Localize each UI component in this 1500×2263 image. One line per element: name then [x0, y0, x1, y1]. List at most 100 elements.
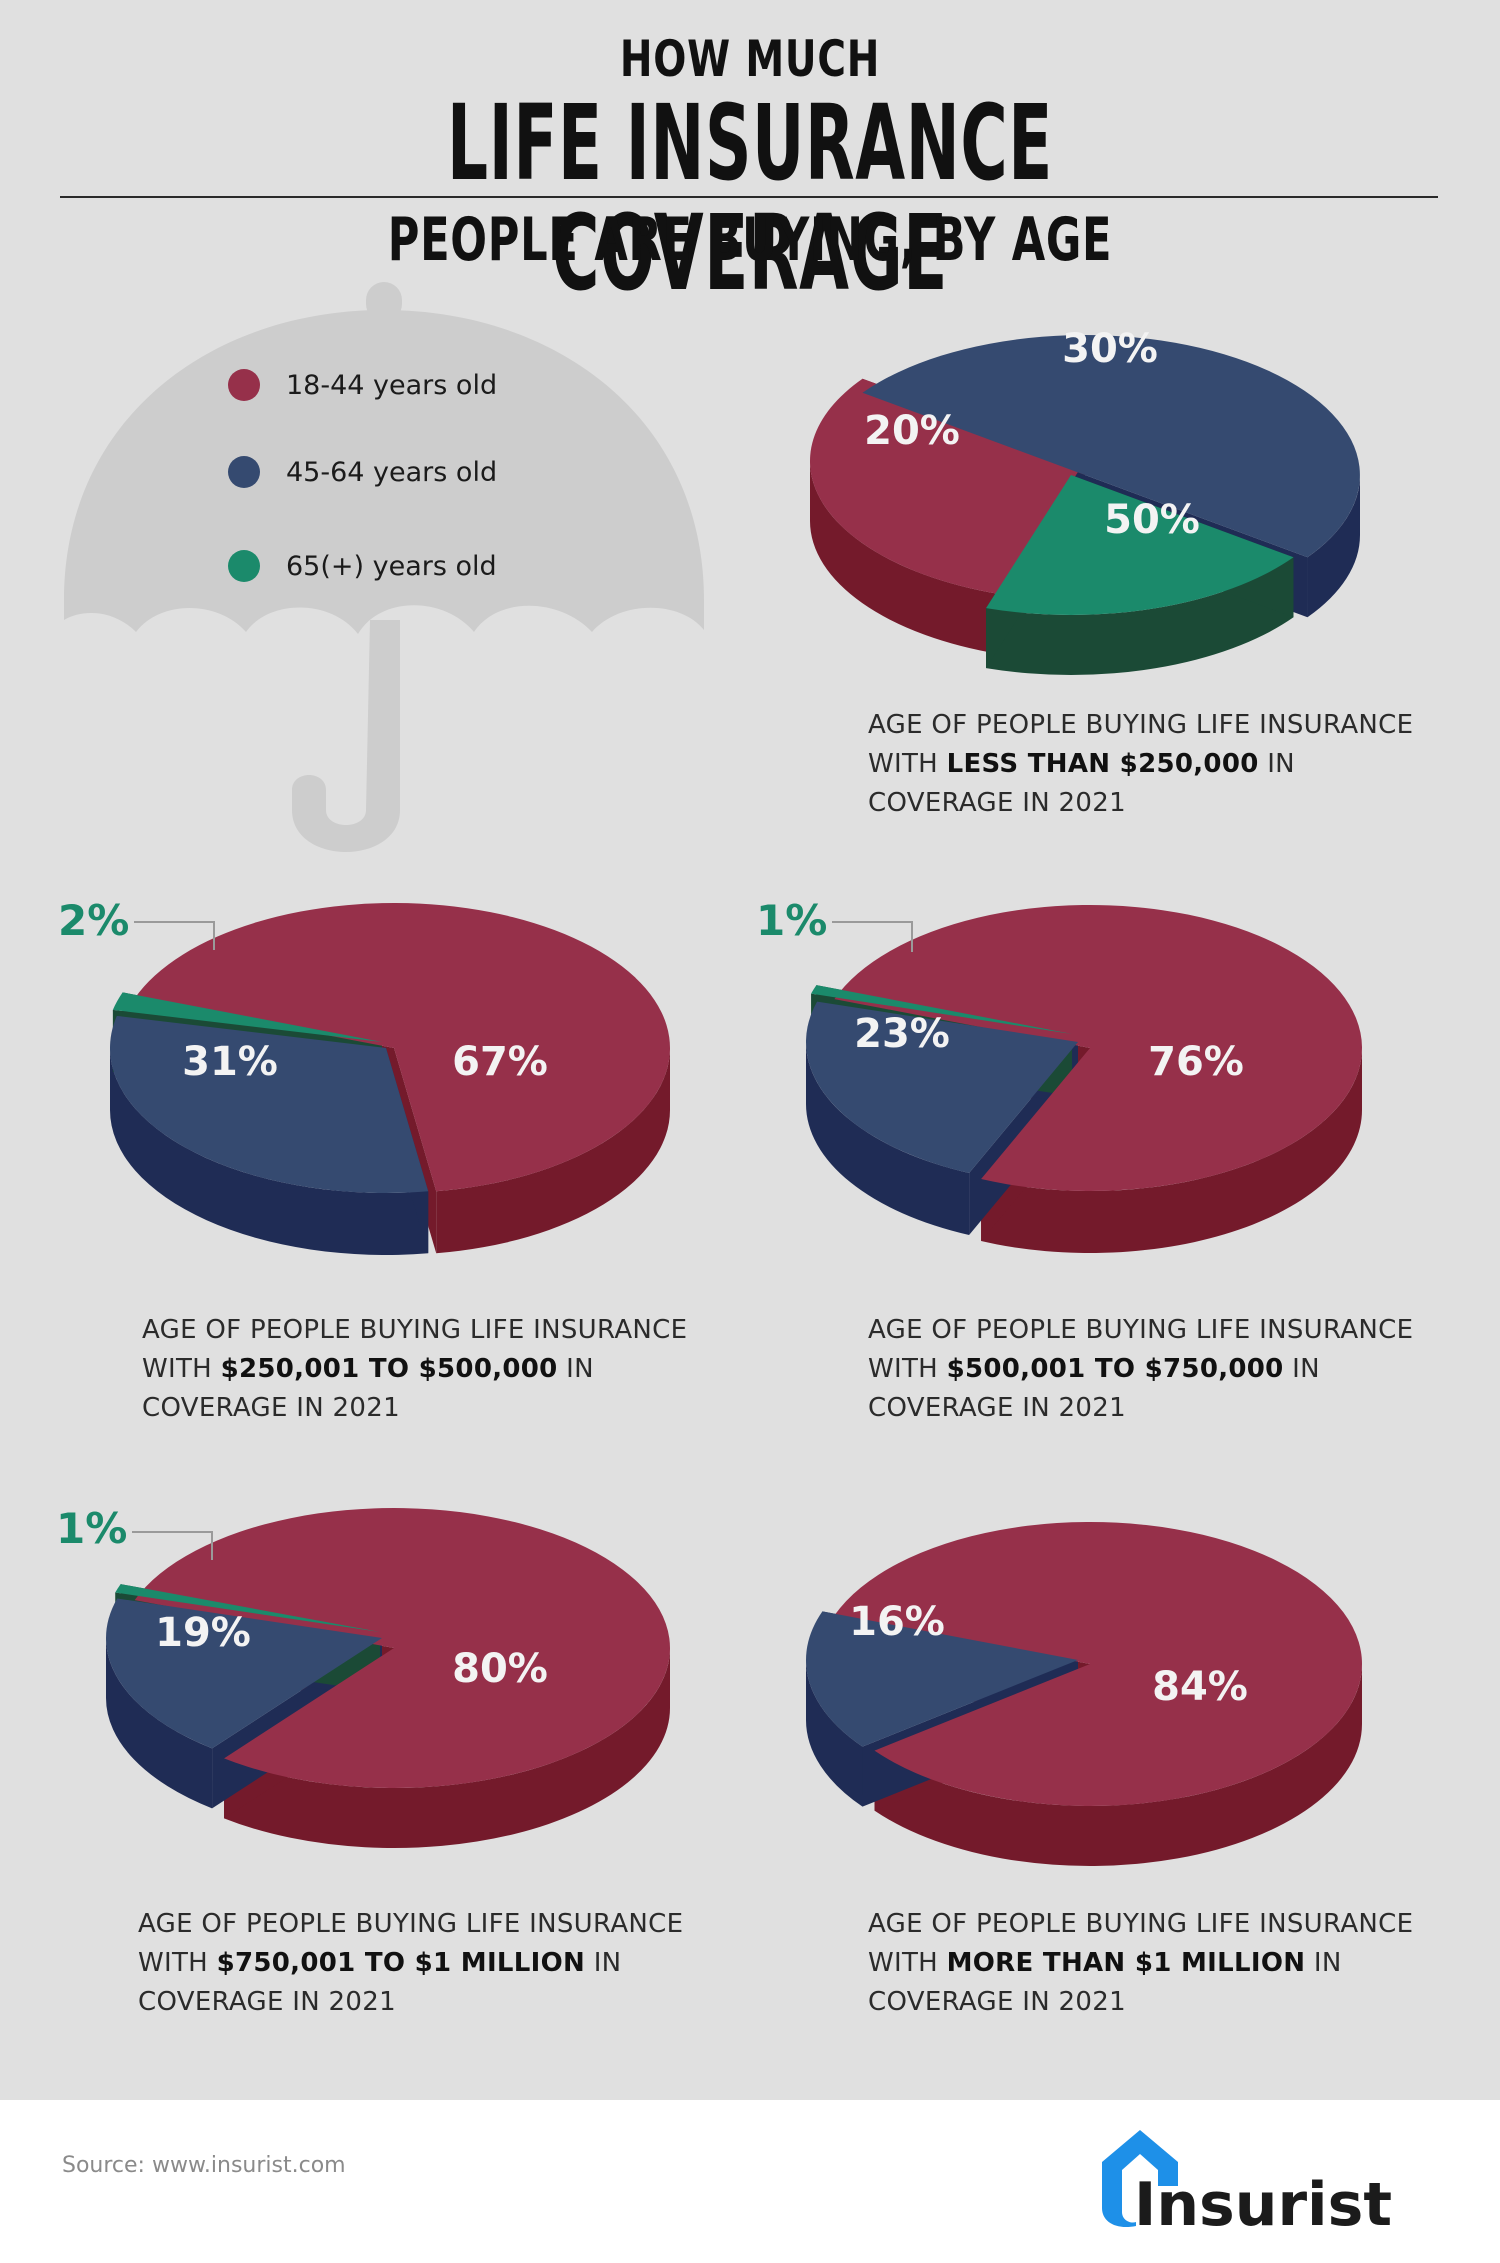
pie-chart-2: 67% 31% 2%	[58, 896, 670, 1255]
caption-coverage: LESS THAN $250,000	[946, 749, 1259, 779]
legend-item-18-44: 18-44 years old	[228, 365, 497, 405]
caption-chart-5: AGE OF PEOPLE BUYING LIFE INSURANCE WITH…	[868, 1905, 1413, 2022]
legend-dot	[228, 456, 260, 488]
slice-65-plus	[115, 1584, 380, 1632]
caption-line: COVERAGE IN 2021	[868, 788, 1126, 818]
caption-with: WITH	[868, 1354, 939, 1384]
slice-18-44-label: 67%	[452, 1039, 548, 1085]
slice-45-64-label: 19%	[155, 1610, 251, 1656]
page-subtitle: PEOPLE ARE BUYING, BY AGE	[387, 205, 1113, 275]
legend-label: 18-44 years old	[286, 369, 498, 401]
pie-chart-3: 76% 23% 1%	[756, 896, 1363, 1254]
slice-45-64-side	[806, 1660, 863, 1807]
caption-coverage: $500,001 TO $750,000	[946, 1354, 1284, 1384]
slice-65-plus-label: 1%	[756, 896, 827, 945]
slice-45-64	[862, 335, 1360, 558]
caption-line: WITH $750,001 TO $1 MILLION IN	[138, 1944, 683, 1983]
slice-18-44-side	[810, 461, 1001, 655]
slice-65-plus-label: 2%	[58, 896, 129, 945]
slice-18-44-side	[874, 1664, 1362, 1866]
legend-dot	[228, 550, 260, 582]
slice-65-plus	[112, 992, 383, 1042]
pie-chart-1: 30% 50% 20%	[809, 326, 1360, 675]
umbrella-icon	[64, 282, 704, 852]
slice-45-64	[806, 1611, 1078, 1747]
caption-coverage: $250,001 TO $500,000	[220, 1354, 558, 1384]
title-top: HOW MUCH	[619, 30, 881, 88]
slice-45-64-label: 50%	[1104, 497, 1200, 543]
slice-65-plus-label: 1%	[56, 1504, 127, 1553]
page-title: LIFE INSURANCE COVERAGE	[447, 82, 1053, 314]
slice-65-plus-side	[986, 557, 1294, 675]
slice-45-64	[105, 1598, 382, 1749]
caption-line: WITH MORE THAN $1 MILLION IN	[868, 1944, 1413, 1983]
caption-line: AGE OF PEOPLE BUYING LIFE INSURANCE	[868, 1909, 1414, 1939]
pie-chart-4: 80% 19% 1%	[56, 1504, 670, 1849]
slice-18-44	[134, 1508, 670, 1788]
slice-65-plus-label: 20%	[864, 408, 960, 454]
slice-45-64-side	[806, 1042, 970, 1236]
slice-18-44-label: 30%	[1062, 326, 1158, 372]
caption-line: COVERAGE IN 2021	[142, 1393, 400, 1423]
slice-45-64-label: 23%	[854, 1011, 950, 1057]
caption-line: COVERAGE IN 2021	[868, 1393, 1126, 1423]
slice-45-64-label: 31%	[182, 1039, 278, 1085]
caption-line: WITH $500,001 TO $750,000 IN	[868, 1350, 1413, 1389]
legend-item-45-64: 45-64 years old	[228, 452, 497, 492]
legend-dot	[228, 369, 260, 401]
caption-in: IN	[593, 1948, 622, 1978]
slice-18-44	[809, 378, 1085, 595]
caption-coverage: $750,001 TO $1 MILLION	[216, 1948, 586, 1978]
caption-with: WITH	[142, 1354, 213, 1384]
caption-with: WITH	[868, 749, 939, 779]
legend-label: 45-64 years old	[286, 456, 498, 488]
slice-18-44-side	[224, 1648, 670, 1849]
caption-line: AGE OF PEOPLE BUYING LIFE INSURANCE	[142, 1315, 688, 1345]
caption-line: WITH $250,001 TO $500,000 IN	[142, 1350, 687, 1389]
pie-chart-under-250k: 30% 50% 20% 67% 31% 2% 76% 23% 1% 80% 19% 1% 84% 16%	[56, 326, 1363, 1866]
caption-chart-1: AGE OF PEOPLE BUYING LIFE INSURANCE WITH…	[868, 706, 1413, 823]
leader-line	[134, 921, 215, 950]
slice-18-44-label: 80%	[452, 1646, 548, 1692]
slice-18-44	[134, 903, 670, 1192]
leader-line	[832, 921, 913, 952]
slice-18-44	[834, 1522, 1362, 1807]
slice-65-plus	[986, 475, 1294, 615]
slice-18-44	[834, 905, 1363, 1191]
slice-45-64	[110, 1015, 429, 1193]
caption-line: COVERAGE IN 2021	[138, 1987, 396, 2017]
leader-line	[132, 1531, 213, 1560]
insurist-logo-icon	[1102, 2130, 1178, 2228]
slice-45-64	[806, 1001, 1078, 1174]
slice-65-plus	[811, 985, 1072, 1034]
caption-chart-3: AGE OF PEOPLE BUYING LIFE INSURANCE WITH…	[868, 1311, 1413, 1428]
brand-name: Insurist	[1134, 2170, 1393, 2240]
slice-18-44-side	[981, 1048, 1362, 1254]
caption-in: IN	[566, 1354, 594, 1384]
caption-chart-2: AGE OF PEOPLE BUYING LIFE INSURANCE WITH…	[142, 1311, 687, 1428]
legend-item-65-plus: 65(+) years old	[228, 546, 497, 586]
caption-in: IN	[1267, 749, 1295, 779]
slice-45-64-label: 16%	[849, 1599, 945, 1645]
slice-18-44-side	[436, 1048, 670, 1254]
pie-chart-5: 84% 16%	[806, 1522, 1362, 1866]
caption-line: AGE OF PEOPLE BUYING LIFE INSURANCE	[138, 1909, 684, 1939]
caption-line: WITH LESS THAN $250,000 IN	[868, 745, 1413, 784]
slice-18-44-label: 76%	[1148, 1039, 1244, 1085]
slice-45-64-side	[105, 1638, 213, 1809]
slice-18-44-label: 84%	[1152, 1664, 1248, 1710]
caption-in: IN	[1313, 1948, 1342, 1978]
caption-with: WITH	[868, 1948, 939, 1978]
caption-in: IN	[1292, 1354, 1320, 1384]
caption-coverage: MORE THAN $1 MILLION	[946, 1948, 1306, 1978]
slice-45-64-side	[1307, 475, 1360, 618]
source-credit: Source: www.insurist.com	[62, 2153, 346, 2178]
caption-line: AGE OF PEOPLE BUYING LIFE INSURANCE	[868, 710, 1414, 740]
slice-45-64-side	[110, 1048, 429, 1255]
legend-label: 65(+) years old	[286, 550, 497, 582]
caption-with: WITH	[138, 1948, 209, 1978]
title-divider	[60, 196, 1438, 198]
caption-line: AGE OF PEOPLE BUYING LIFE INSURANCE	[868, 1315, 1414, 1345]
caption-chart-4: AGE OF PEOPLE BUYING LIFE INSURANCE WITH…	[138, 1905, 683, 2022]
